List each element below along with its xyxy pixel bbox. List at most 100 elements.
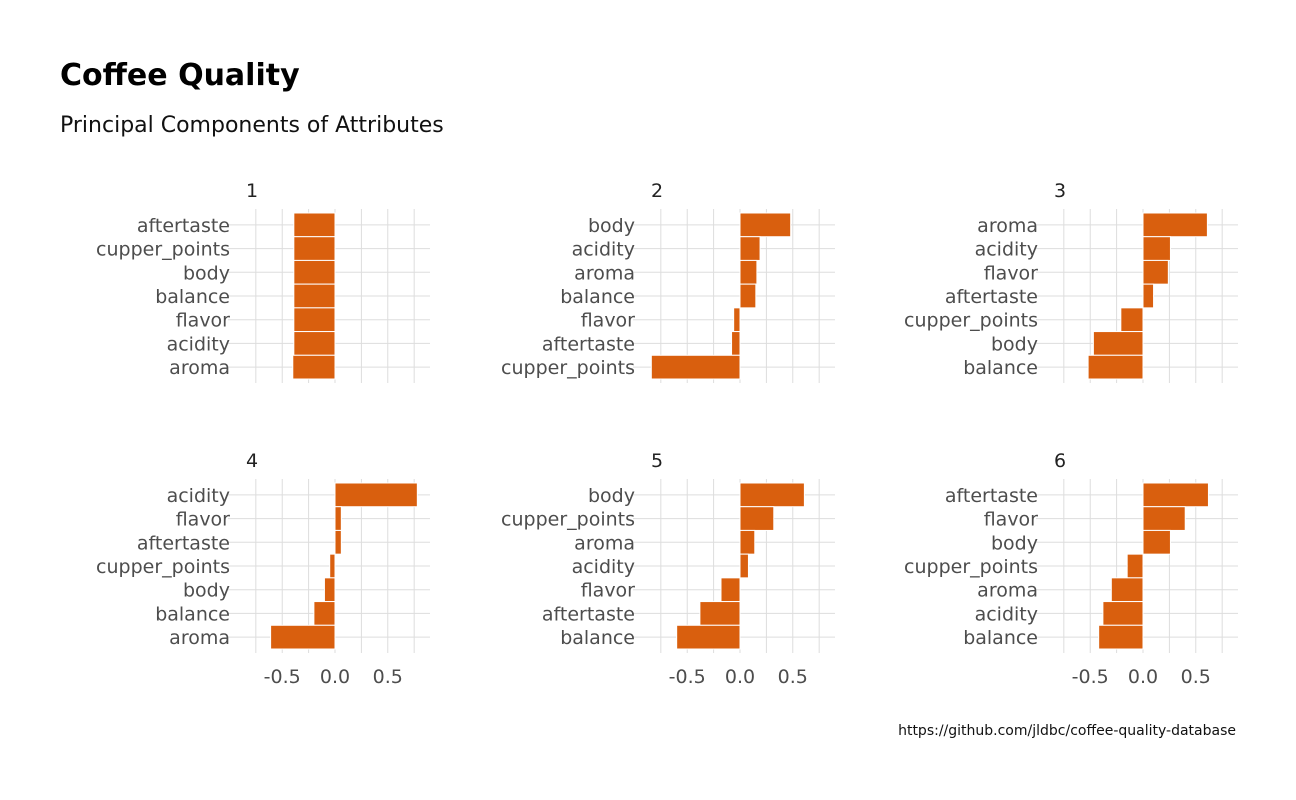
- category-label: aftertaste: [542, 603, 635, 625]
- facet-label: 3: [1054, 180, 1066, 202]
- bar-aroma: [292, 354, 336, 380]
- category-label: acidity: [167, 485, 230, 507]
- bar-balance: [739, 283, 757, 309]
- category-label: aroma: [977, 215, 1038, 237]
- bar-body: [739, 212, 792, 238]
- x-tick-label: 0.0: [725, 666, 755, 688]
- category-label: balance: [560, 627, 635, 649]
- category-label: flavor: [581, 580, 635, 602]
- facet-label: 1: [246, 180, 258, 202]
- category-label: balance: [963, 357, 1038, 379]
- bar-body: [739, 482, 805, 508]
- bar-flavor: [1142, 506, 1186, 531]
- category-label: acidity: [572, 239, 635, 261]
- category-label: aftertaste: [137, 532, 230, 554]
- bar-flavor: [720, 577, 741, 603]
- category-label: cupper_points: [501, 357, 635, 379]
- category-label: acidity: [167, 333, 230, 355]
- bar-cupper_points: [293, 236, 336, 261]
- bar-aftertaste: [334, 529, 342, 555]
- facet-label: 6: [1054, 450, 1066, 472]
- category-label: cupper_points: [96, 556, 230, 578]
- bar-aroma: [1142, 212, 1208, 238]
- category-label: body: [991, 333, 1038, 355]
- bar-acidity: [334, 482, 418, 508]
- x-tick-label: -0.5: [1072, 666, 1109, 688]
- category-label: aftertaste: [137, 215, 230, 237]
- category-label: cupper_points: [904, 310, 1038, 332]
- category-label: acidity: [975, 603, 1038, 625]
- bar-acidity: [1102, 601, 1144, 626]
- facet-panel-3: 3 aromaacidityflavoraftertastecupper_poin…: [904, 180, 1238, 383]
- category-label: balance: [155, 603, 230, 625]
- bar-aftertaste: [699, 601, 741, 626]
- bar-balance: [1087, 354, 1144, 380]
- bar-cupper_points: [329, 553, 336, 579]
- category-label: cupper_points: [501, 509, 635, 531]
- x-tick-label: 0.0: [1128, 666, 1158, 688]
- category-label: flavor: [984, 262, 1038, 284]
- bar-acidity: [1142, 236, 1171, 261]
- bar-aroma: [739, 259, 758, 285]
- category-label: aroma: [574, 532, 635, 554]
- category-label: acidity: [572, 556, 635, 578]
- bar-flavor: [1142, 259, 1169, 285]
- category-label: body: [588, 485, 635, 507]
- x-tick-label: -0.5: [669, 666, 706, 688]
- category-label: flavor: [581, 310, 635, 332]
- category-label: balance: [963, 627, 1038, 649]
- category-label: body: [183, 580, 230, 602]
- x-tick-label: 0.0: [320, 666, 350, 688]
- facet-panel-5: 5 bodycupper_pointsaromaacidityflavorafte…: [501, 450, 835, 688]
- bar-cupper_points: [1126, 553, 1144, 579]
- bar-cupper_points: [1120, 307, 1144, 333]
- facet-label: 2: [651, 180, 663, 202]
- category-label: aftertaste: [945, 286, 1038, 308]
- facet-label: 5: [651, 450, 663, 472]
- category-label: aftertaste: [945, 485, 1038, 507]
- category-label: aroma: [574, 262, 635, 284]
- category-label: balance: [155, 286, 230, 308]
- bar-aftertaste: [293, 212, 336, 238]
- category-label: flavor: [984, 509, 1038, 531]
- facet-label: 4: [246, 450, 258, 472]
- bar-cupper_points: [739, 506, 775, 531]
- bar-aroma: [1110, 577, 1144, 603]
- bar-body: [323, 577, 336, 603]
- chart-caption: https://github.com/jldbc/coffee-quality-…: [898, 723, 1236, 739]
- bar-balance: [313, 601, 336, 626]
- x-tick-label: 0.5: [1181, 666, 1211, 688]
- bar-acidity: [739, 553, 749, 579]
- category-label: aroma: [169, 357, 230, 379]
- facet-panel-2: 2 bodyacidityaromabalanceflavoraftertaste…: [501, 180, 835, 383]
- bar-balance: [676, 624, 741, 650]
- category-label: acidity: [975, 239, 1038, 261]
- facet-panel-4: 4 acidityflavoraftertastecupper_pointsbod…: [96, 450, 430, 688]
- bar-flavor: [293, 307, 336, 333]
- bar-aftertaste: [731, 331, 741, 356]
- x-tick-label: 0.5: [373, 666, 403, 688]
- chart-title: Coffee Quality: [60, 58, 300, 93]
- chart-subtitle: Principal Components of Attributes: [60, 113, 444, 138]
- bar-flavor: [334, 506, 342, 531]
- bar-balance: [1098, 624, 1144, 650]
- bar-body: [293, 259, 336, 285]
- category-label: aroma: [169, 627, 230, 649]
- category-label: aroma: [977, 580, 1038, 602]
- bar-body: [1092, 331, 1144, 356]
- category-label: balance: [560, 286, 635, 308]
- bar-cupper_points: [650, 354, 741, 380]
- bar-acidity: [293, 331, 336, 356]
- category-label: body: [183, 262, 230, 284]
- bar-body: [1142, 529, 1171, 555]
- x-tick-label: -0.5: [264, 666, 301, 688]
- bar-aftertaste: [1142, 283, 1155, 309]
- category-label: aftertaste: [542, 333, 635, 355]
- bar-balance: [293, 283, 336, 309]
- facet-panel-1: 1 aftertastecupper_pointsbodybalanceflavo…: [96, 180, 430, 383]
- category-label: body: [991, 532, 1038, 554]
- category-label: flavor: [176, 509, 230, 531]
- category-label: cupper_points: [96, 239, 230, 261]
- bar-aftertaste: [1142, 482, 1209, 508]
